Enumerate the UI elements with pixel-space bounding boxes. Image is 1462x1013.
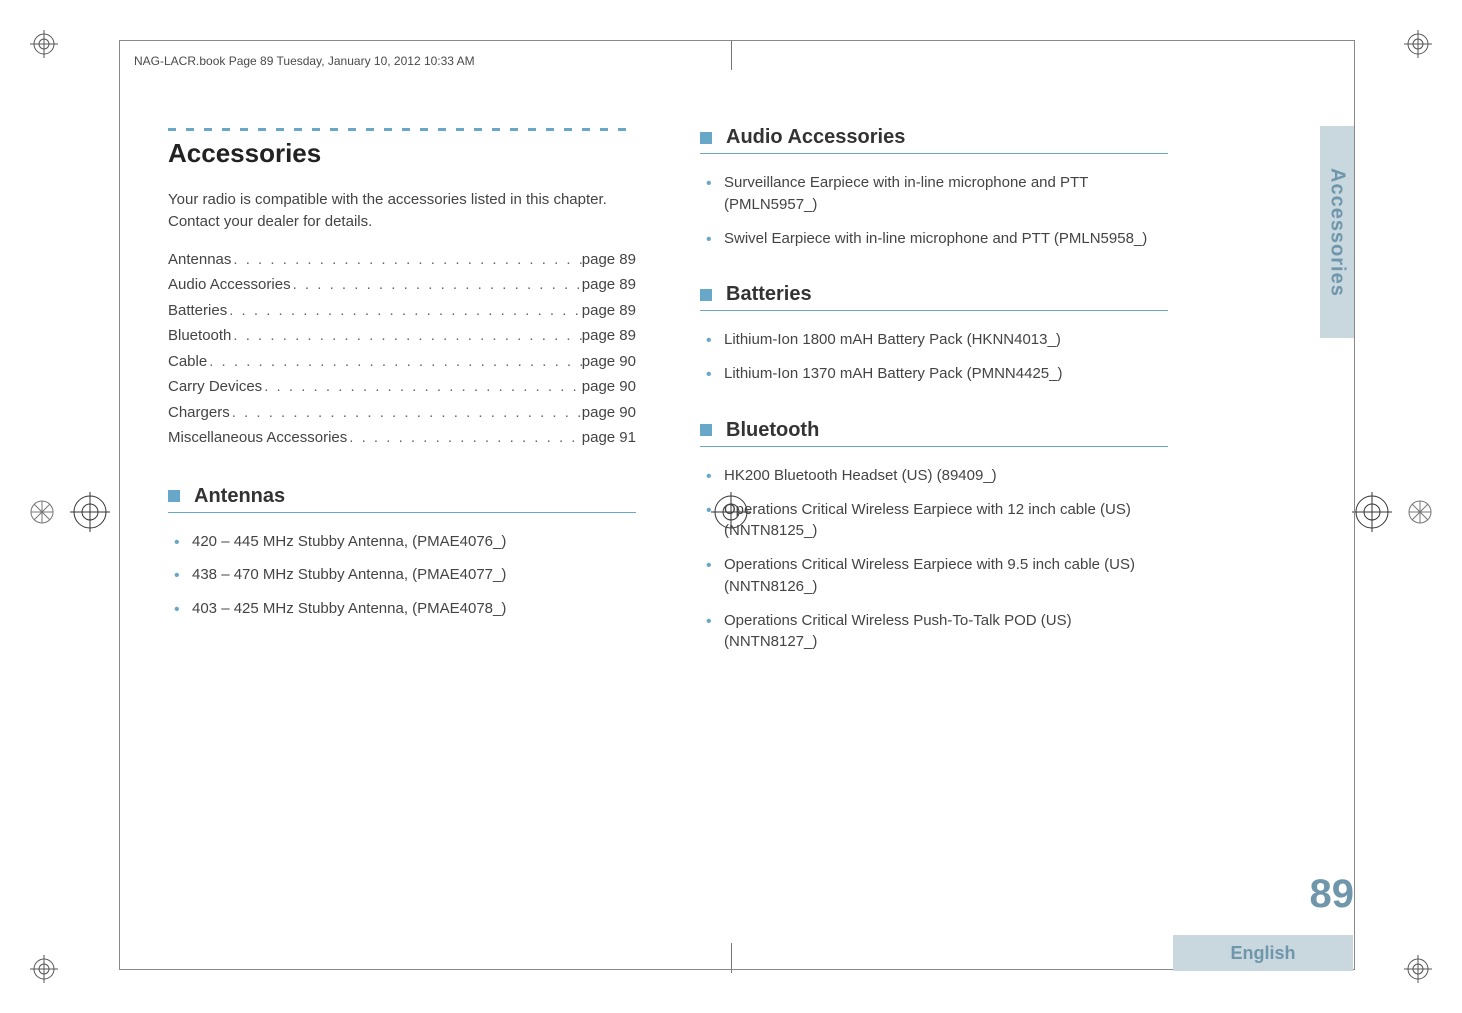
registration-mark-icon <box>1352 492 1392 532</box>
toc-page-ref: page 89 <box>582 323 636 349</box>
toc-label: Cable <box>168 349 207 375</box>
left-column: Accessories Your radio is compatible wit… <box>168 126 636 665</box>
list-item: Surveillance Earpiece with in-line micro… <box>706 172 1168 216</box>
toc-row: Batteries . . . . . . . . . . . . . . . … <box>168 298 636 324</box>
toc-leader-dots: . . . . . . . . . . . . . . . . . . . . … <box>207 349 582 375</box>
section-head-bluetooth: Bluetooth <box>700 419 1168 442</box>
registration-mark-icon <box>30 30 58 58</box>
list-item: Lithium-Ion 1370 mAH Battery Pack (PMNN4… <box>706 363 1168 385</box>
section-head-antennas: Antennas <box>168 485 636 508</box>
toc-row: Miscellaneous Accessories . . . . . . . … <box>168 425 636 451</box>
list-item: Lithium-Ion 1800 mAH Battery Pack (HKNN4… <box>706 329 1168 351</box>
list-item: 403 – 425 MHz Stubby Antenna, (PMAE4078_… <box>174 598 636 620</box>
antennas-list: 420 – 445 MHz Stubby Antenna, (PMAE4076_… <box>168 531 636 620</box>
toc-leader-dots: . . . . . . . . . . . . . . . . . . . . … <box>291 272 582 298</box>
registration-mark-icon <box>1404 955 1432 983</box>
list-item: Operations Critical Wireless Earpiece wi… <box>706 554 1168 598</box>
toc-leader-dots: . . . . . . . . . . . . . . . . . . . . … <box>230 400 582 426</box>
registration-mark-icon <box>30 955 58 983</box>
toc-row: Bluetooth . . . . . . . . . . . . . . . … <box>168 323 636 349</box>
toc-page-ref: page 89 <box>582 247 636 273</box>
language-label: English <box>1230 943 1295 964</box>
side-tab: Accessories <box>1320 126 1354 338</box>
list-item: Operations Critical Wireless Push-To-Tal… <box>706 610 1168 654</box>
toc-row: Chargers . . . . . . . . . . . . . . . .… <box>168 400 636 426</box>
section-bullet-icon <box>700 289 712 301</box>
toc-label: Batteries <box>168 298 227 324</box>
toc-leader-dots: . . . . . . . . . . . . . . . . . . . . … <box>347 425 582 451</box>
table-of-contents: Antennas . . . . . . . . . . . . . . . .… <box>168 247 636 451</box>
registration-side-icon <box>28 498 56 526</box>
section-rule <box>700 446 1168 447</box>
toc-label: Miscellaneous Accessories <box>168 425 347 451</box>
list-item: Operations Critical Wireless Earpiece wi… <box>706 499 1168 543</box>
toc-leader-dots: . . . . . . . . . . . . . . . . . . . . … <box>231 323 581 349</box>
section-head-batteries: Batteries <box>700 283 1168 306</box>
toc-label: Audio Accessories <box>168 272 291 298</box>
section-bullet-icon <box>700 132 712 144</box>
section-rule <box>168 512 636 513</box>
section-bullet-icon <box>700 424 712 436</box>
list-item: 420 – 445 MHz Stubby Antenna, (PMAE4076_… <box>174 531 636 553</box>
section-title: Batteries <box>726 283 812 306</box>
page-header-meta: NAG-LACR.book Page 89 Tuesday, January 1… <box>134 54 475 68</box>
registration-mark-icon <box>1404 30 1432 58</box>
page-content: Accessories Your radio is compatible wit… <box>168 126 1168 665</box>
bluetooth-list: HK200 Bluetooth Headset (US) (89409_) Ope… <box>700 465 1168 653</box>
audio-list: Surveillance Earpiece with in-line micro… <box>700 172 1168 249</box>
toc-page-ref: page 90 <box>582 374 636 400</box>
section-title: Audio Accessories <box>726 126 905 149</box>
page-number: 89 <box>1310 872 1355 917</box>
registration-mark-icon <box>70 492 110 532</box>
toc-page-ref: page 90 <box>582 400 636 426</box>
toc-row: Carry Devices . . . . . . . . . . . . . … <box>168 374 636 400</box>
section-rule <box>700 153 1168 154</box>
side-tab-label: Accessories <box>1326 168 1349 297</box>
section-head-audio: Audio Accessories <box>700 126 1168 149</box>
list-item: 438 – 470 MHz Stubby Antenna, (PMAE4077_… <box>174 564 636 586</box>
title-rule <box>168 126 636 132</box>
toc-page-ref: page 91 <box>582 425 636 451</box>
list-item: Swivel Earpiece with in-line microphone … <box>706 228 1168 250</box>
section-title: Bluetooth <box>726 419 819 442</box>
toc-leader-dots: . . . . . . . . . . . . . . . . . . . . … <box>231 247 581 273</box>
toc-row: Cable . . . . . . . . . . . . . . . . . … <box>168 349 636 375</box>
toc-leader-dots: . . . . . . . . . . . . . . . . . . . . … <box>227 298 582 324</box>
right-column: Audio Accessories Surveillance Earpiece … <box>700 126 1168 665</box>
language-bar: English <box>1173 935 1353 971</box>
toc-label: Antennas <box>168 247 231 273</box>
toc-leader-dots: . . . . . . . . . . . . . . . . . . . . … <box>262 374 582 400</box>
batteries-list: Lithium-Ion 1800 mAH Battery Pack (HKNN4… <box>700 329 1168 385</box>
toc-page-ref: page 89 <box>582 272 636 298</box>
section-rule <box>700 310 1168 311</box>
toc-label: Bluetooth <box>168 323 231 349</box>
toc-row: Audio Accessories . . . . . . . . . . . … <box>168 272 636 298</box>
toc-row: Antennas . . . . . . . . . . . . . . . .… <box>168 247 636 273</box>
intro-text: Your radio is compatible with the access… <box>168 189 636 233</box>
toc-label: Carry Devices <box>168 374 262 400</box>
registration-side-icon <box>1406 498 1434 526</box>
page-title: Accessories <box>168 138 636 169</box>
toc-page-ref: page 90 <box>582 349 636 375</box>
toc-label: Chargers <box>168 400 230 426</box>
section-title: Antennas <box>194 485 285 508</box>
section-bullet-icon <box>168 490 180 502</box>
toc-page-ref: page 89 <box>582 298 636 324</box>
list-item: HK200 Bluetooth Headset (US) (89409_) <box>706 465 1168 487</box>
